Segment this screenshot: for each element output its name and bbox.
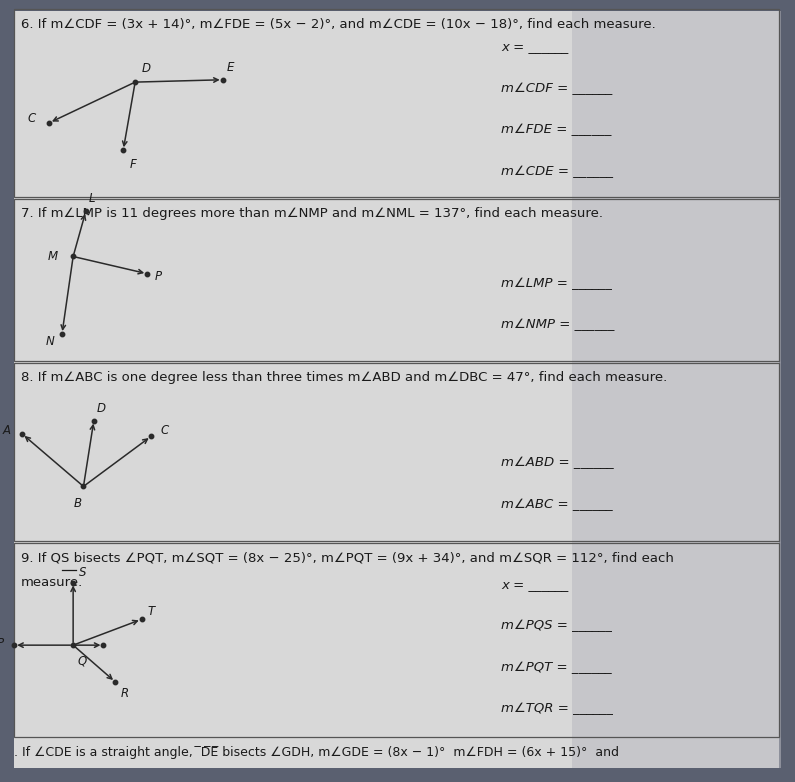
Text: D: D <box>142 62 150 74</box>
Text: R: R <box>121 687 129 700</box>
Text: Q: Q <box>77 655 87 667</box>
Bar <box>572 11 781 768</box>
Text: m∠ABC = ______: m∠ABC = ______ <box>501 498 612 511</box>
Text: M: M <box>48 250 58 263</box>
Text: P: P <box>155 271 162 283</box>
Bar <box>14 363 779 541</box>
Text: . If ∠CDE is a straight angle,  ̅D̅E̅ bisects ∠GDH, m∠GDE = (8x − 1)°  m∠FDH = (: . If ∠CDE is a straight angle, ̅D̅E̅ bis… <box>14 746 619 759</box>
Bar <box>14 543 779 737</box>
Text: D: D <box>97 402 106 414</box>
Text: measure.: measure. <box>21 576 83 589</box>
Text: x = ______: x = ______ <box>501 41 568 53</box>
Text: C: C <box>27 113 35 125</box>
Text: F: F <box>130 158 136 170</box>
Text: 7. If m∠LMP is 11 degrees more than m∠NMP and m∠NML = 137°, find each measure.: 7. If m∠LMP is 11 degrees more than m∠NM… <box>21 207 603 221</box>
Bar <box>14 9 779 197</box>
Text: m∠LMP = ______: m∠LMP = ______ <box>501 277 611 289</box>
Text: 9. If QS bisects ∠PQT, m∠SQT = (8x − 25)°, m∠PQT = (9x + 34)°, and m∠SQR = 112°,: 9. If QS bisects ∠PQT, m∠SQT = (8x − 25)… <box>21 551 673 565</box>
Text: T: T <box>147 605 154 618</box>
Text: m∠PQT = ______: m∠PQT = ______ <box>501 661 611 673</box>
Text: B: B <box>74 497 82 510</box>
Text: 6. If m∠CDF = (3x + 14)°, m∠FDE = (5x − 2)°, and m∠CDE = (10x − 18)°, find each : 6. If m∠CDF = (3x + 14)°, m∠FDE = (5x − … <box>21 18 655 31</box>
Text: m∠NMP = ______: m∠NMP = ______ <box>501 318 615 331</box>
Text: m∠CDF = ______: m∠CDF = ______ <box>501 82 612 95</box>
Text: L: L <box>88 192 95 205</box>
Text: A: A <box>2 424 10 436</box>
Text: C: C <box>161 424 169 436</box>
Text: m∠PQS = ______: m∠PQS = ______ <box>501 619 611 632</box>
Text: x = ______: x = ______ <box>501 578 568 590</box>
Text: P: P <box>0 637 4 650</box>
Text: E: E <box>227 61 234 74</box>
Text: 8. If m∠ABC is one degree less than three times m∠ABD and m∠DBC = 47°, find each: 8. If m∠ABC is one degree less than thre… <box>21 371 667 385</box>
Text: N: N <box>46 335 55 348</box>
Text: S: S <box>79 566 86 579</box>
Text: m∠ABD = ______: m∠ABD = ______ <box>501 457 614 469</box>
Text: m∠TQR = ______: m∠TQR = ______ <box>501 702 613 715</box>
Text: m∠FDE = ______: m∠FDE = ______ <box>501 124 611 136</box>
Bar <box>14 199 779 361</box>
Text: m∠CDE = ______: m∠CDE = ______ <box>501 165 613 178</box>
